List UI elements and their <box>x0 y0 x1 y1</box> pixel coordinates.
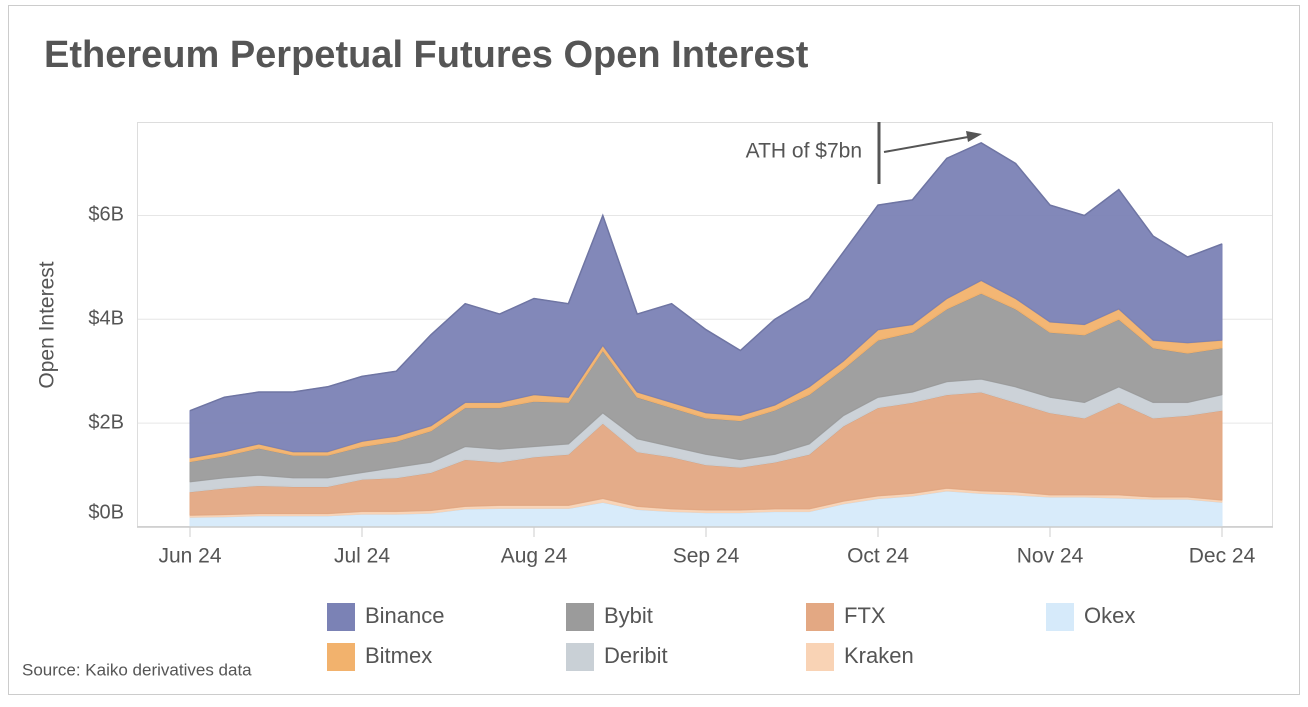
y-axis-label: Open Interest <box>36 261 59 388</box>
annotation-arrow <box>883 136 969 153</box>
legend-label: Kraken <box>844 643 914 668</box>
x-tick-label: Nov 24 <box>1017 545 1084 568</box>
plot <box>138 141 1272 528</box>
x-tick-label: Sep 24 <box>673 545 740 568</box>
y-tick-label: $6B <box>88 204 124 226</box>
y-tick-label: $2B <box>88 411 124 433</box>
x-tick-label: Aug 24 <box>501 545 568 568</box>
x-tick-label: Jul 24 <box>334 545 390 568</box>
legend-swatch <box>806 603 834 631</box>
legend-swatch <box>566 643 594 671</box>
x-tick-label: Oct 24 <box>847 545 909 568</box>
x-tick-label: Dec 24 <box>1189 545 1256 568</box>
legend-label: Deribit <box>604 643 668 668</box>
legend-swatch <box>327 643 355 671</box>
arrow-head <box>966 131 982 142</box>
chart-title: Ethereum Perpetual Futures Open Interest <box>44 34 809 76</box>
legend-swatch <box>327 603 355 631</box>
source: Source: Kaiko derivatives data <box>22 660 252 679</box>
legend-swatch <box>566 603 594 631</box>
legend-label: Okex <box>1084 603 1135 628</box>
area-edge <box>189 141 1223 412</box>
legend-swatch <box>1046 603 1074 631</box>
x-tick-label: Jun 24 <box>158 545 221 568</box>
annotation: ATH of $7bn <box>746 140 862 163</box>
legend-label: Bitmex <box>365 643 432 668</box>
legend-label: Binance <box>365 603 445 628</box>
y-tick-label: $0B <box>88 501 124 523</box>
y-tick-label: $4B <box>88 308 124 330</box>
legend-swatch <box>806 643 834 671</box>
legend-label: FTX <box>844 603 886 628</box>
legend-label: Bybit <box>604 603 653 628</box>
